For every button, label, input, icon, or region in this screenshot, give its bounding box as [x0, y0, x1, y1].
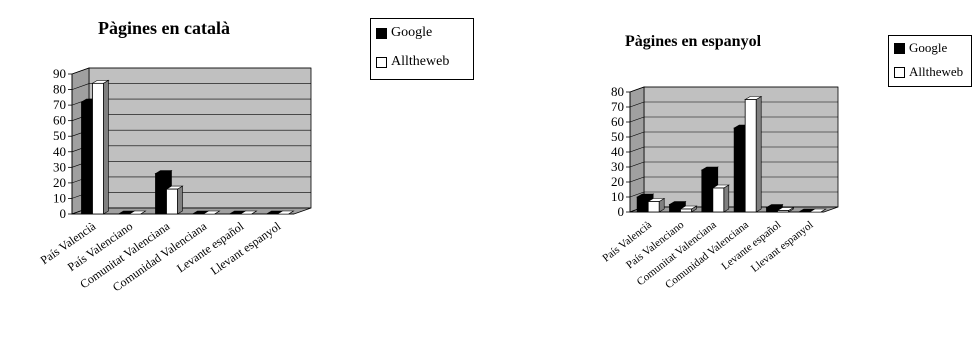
bar-front — [733, 127, 746, 213]
bar-front — [636, 196, 649, 213]
legend-entry-alltheweb: Alltheweb — [376, 54, 449, 70]
bar-front — [766, 207, 778, 213]
y-tick-label: 60 — [53, 113, 66, 128]
bar-alltheweb — [128, 210, 147, 215]
gridline — [629, 191, 838, 198]
y-tick-label: 40 — [53, 144, 66, 159]
y-tick-label: 10 — [53, 190, 66, 205]
bar-front — [777, 210, 789, 213]
legend-entry-google: Google — [376, 25, 432, 41]
y-tick-label: 20 — [611, 174, 624, 189]
legend-label: Alltheweb — [391, 54, 450, 69]
bar-top — [808, 208, 827, 213]
bar-top — [276, 210, 295, 215]
y-tick-label: 50 — [53, 128, 66, 143]
gridline — [629, 176, 838, 183]
y-tick-label: 50 — [611, 129, 624, 144]
y-tick-label: 0 — [618, 204, 625, 219]
bar-front — [680, 208, 692, 213]
bar-side — [177, 185, 183, 215]
y-tick-label: 10 — [611, 189, 624, 204]
bar-front — [155, 173, 167, 215]
gridline — [629, 131, 838, 138]
y-tick-label: 60 — [611, 114, 624, 129]
legend-swatch-google — [894, 42, 905, 54]
bar-alltheweb — [165, 185, 184, 215]
y-tick-label: 40 — [611, 144, 624, 159]
legend-swatch-google — [376, 27, 387, 39]
legend-entry-alltheweb: Alltheweb — [894, 64, 963, 80]
bar-alltheweb — [276, 210, 295, 215]
bar-alltheweb — [711, 184, 730, 213]
gridline — [71, 83, 311, 90]
bar-side — [755, 95, 762, 213]
y-tick-label: 70 — [611, 99, 624, 114]
bar-front — [647, 201, 660, 213]
y-tick-label: 30 — [611, 159, 624, 174]
gridline — [629, 101, 838, 108]
bar-front — [81, 101, 93, 215]
bar-front — [166, 188, 178, 215]
chart-title: Pàgines en català — [98, 18, 230, 38]
bar-alltheweb — [776, 206, 795, 213]
gridline — [629, 86, 838, 93]
bar-alltheweb — [679, 205, 698, 213]
bar-side — [723, 184, 730, 213]
bar-top — [239, 210, 258, 215]
y-tick-label: 30 — [53, 159, 66, 174]
chart-title: Pàgines en espanyol — [625, 33, 762, 50]
bar-front — [669, 204, 681, 213]
legend-label: Google — [909, 40, 948, 55]
bar-google — [765, 203, 784, 213]
y-tick-label: 70 — [53, 97, 66, 112]
bar-alltheweb — [202, 210, 221, 215]
bar-alltheweb — [744, 95, 763, 213]
y-tick-label: 90 — [53, 66, 66, 81]
bar-front — [701, 169, 714, 213]
bar-alltheweb — [647, 197, 666, 213]
gridline — [71, 67, 311, 75]
legend-label: Google — [391, 25, 433, 40]
chart-catalan-pages: Pàgines en català 0 10 20 30 40 50 60 70 80 90 Paí… — [0, 0, 480, 360]
bar-side — [103, 79, 109, 215]
bar-front — [712, 187, 725, 213]
bar-alltheweb — [91, 79, 110, 215]
legend-swatch-alltheweb — [894, 66, 905, 78]
bar-top — [202, 210, 221, 215]
chart-spanish-pages: Pàgines en espanyol 0 10 20 30 40 50 60 70 80 Paí… — [490, 0, 978, 360]
y-tick-label: 0 — [60, 206, 67, 221]
bar-front — [92, 82, 104, 215]
plot-back-wall — [88, 67, 312, 209]
gridline — [629, 116, 838, 123]
chart-legend: Google Alltheweb — [888, 35, 972, 87]
gridline — [629, 161, 838, 168]
bar-alltheweb — [239, 210, 258, 215]
legend-entry-google: Google — [894, 40, 947, 56]
y-tick-label: 80 — [53, 82, 66, 97]
chart-legend: Google Alltheweb — [370, 18, 474, 80]
bar-top — [128, 210, 147, 215]
y-tick-label: 80 — [611, 84, 624, 99]
legend-label: Alltheweb — [909, 64, 964, 79]
gridline — [629, 146, 838, 153]
bar-front — [744, 99, 757, 213]
y-tick-label: 20 — [53, 175, 66, 190]
bar-alltheweb — [808, 208, 827, 213]
legend-swatch-alltheweb — [376, 56, 387, 68]
